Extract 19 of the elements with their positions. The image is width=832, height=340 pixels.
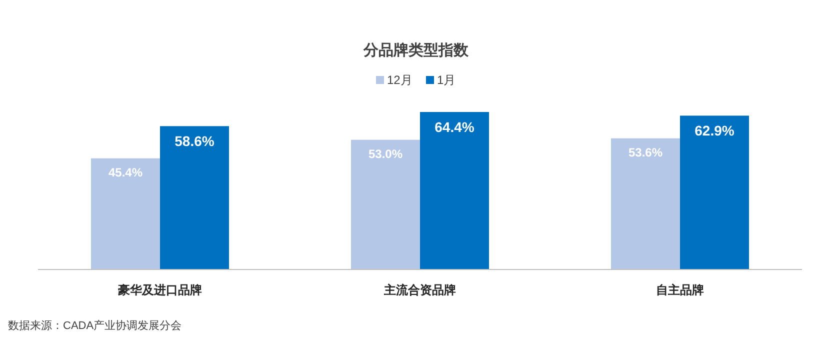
bar — [160, 126, 229, 269]
data-label: 62.9% — [694, 122, 735, 139]
bar — [611, 138, 680, 269]
data-label: 53.6% — [628, 145, 663, 160]
data-label: 53.0% — [368, 146, 403, 161]
data-label: 58.6% — [174, 133, 215, 150]
x-tick-label: 自主品牌 — [656, 283, 704, 297]
legend-label: 1月 — [437, 73, 456, 87]
data-label: 64.4% — [434, 119, 475, 135]
bar — [420, 112, 489, 269]
x-tick-label: 主流合资品牌 — [383, 283, 456, 297]
x-tick-label: 豪华及进口品牌 — [117, 283, 202, 297]
chart-title: 分品牌类型指数 — [362, 42, 470, 59]
source-note: 数据来源：CADA产业协调发展分会 — [8, 319, 182, 332]
bar — [680, 116, 749, 269]
bar — [351, 140, 420, 269]
bar — [91, 158, 160, 269]
data-label: 45.4% — [108, 165, 143, 180]
legend-label: 12月 — [387, 73, 412, 87]
